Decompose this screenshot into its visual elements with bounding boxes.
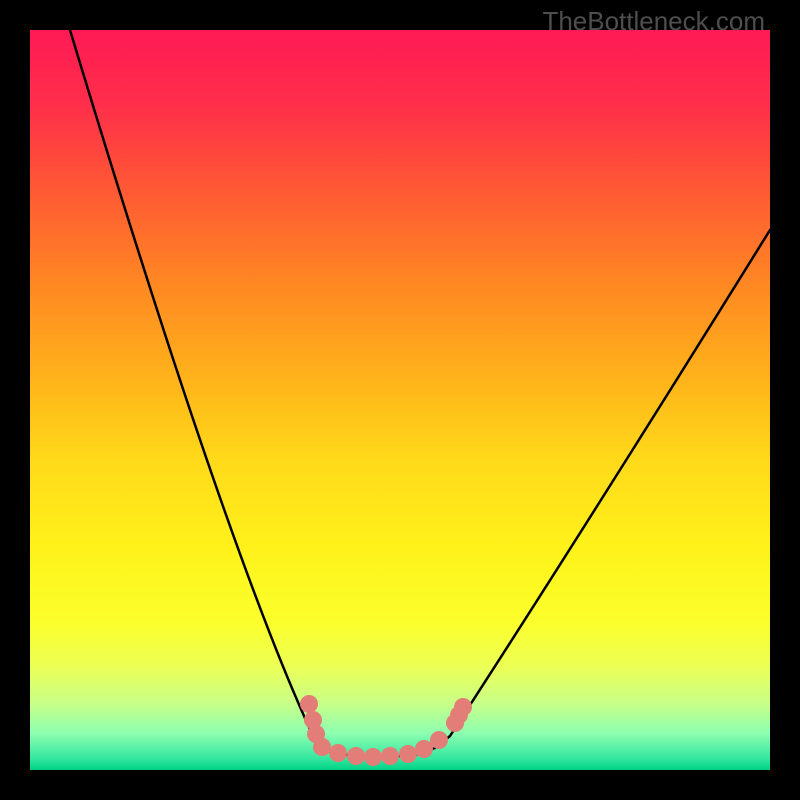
curve-layer: [0, 0, 800, 800]
valley-marker: [430, 731, 448, 749]
valley-marker: [364, 748, 382, 766]
valley-marker: [347, 747, 365, 765]
valley-marker: [300, 695, 318, 713]
valley-marker: [381, 747, 399, 765]
valley-marker: [329, 744, 347, 762]
valley-marker: [454, 698, 472, 716]
bottleneck-curve: [70, 30, 770, 757]
chart-frame: TheBottleneck.com: [0, 0, 800, 800]
